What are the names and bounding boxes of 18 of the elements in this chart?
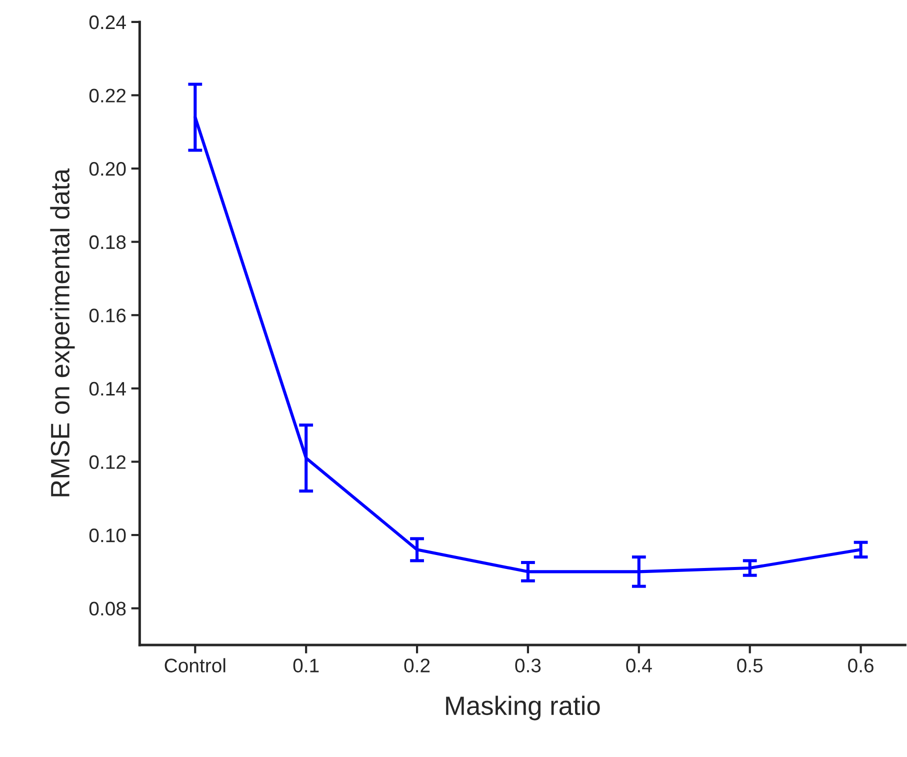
x-tick-label: 0.6 [848,658,874,672]
y-tick-label: 0.18 [89,235,126,250]
y-tick-label: 0.24 [89,15,126,30]
y-tick-label: 0.12 [89,455,126,469]
x-tick-label: 0.2 [404,658,430,672]
y-tick-label: 0.08 [89,602,126,616]
x-axis-title: Masking ratio [446,696,600,720]
x-tick-label: 0.3 [515,658,541,672]
y-tick-label: 0.16 [89,308,126,322]
y-tick-label: 0.20 [89,162,126,176]
y-tick-label: 0.10 [89,528,126,542]
x-tick-label: 0.4 [626,658,652,672]
x-tick-label: 0.5 [737,658,763,672]
y-axis-title: RMSE on experimental data [50,168,75,496]
x-tick-label: 0.1 [293,658,319,672]
y-tick-label: 0.14 [89,382,126,396]
y-tick-label: 0.22 [89,88,126,102]
x-tick-label: Control [164,658,226,672]
